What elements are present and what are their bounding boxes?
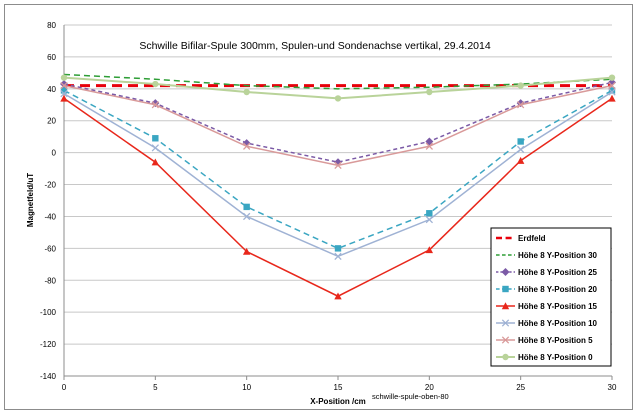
data-point [334, 161, 342, 170]
series-1 [63, 73, 613, 90]
series-5 [60, 88, 616, 261]
chart-title: Schwille Bifilar-Spule 300mm, Spulen-und… [139, 40, 491, 52]
legend: Erdfeld Höhe 8 Y-Position 30 Höhe 8 Y-Posi… [490, 227, 612, 367]
legend-marker [501, 268, 510, 276]
y-tick-label: -120 [40, 340, 57, 349]
legend-label: Höhe 8 Y-Position 15 [518, 302, 598, 311]
data-point [243, 142, 251, 150]
legend-marker [501, 336, 510, 344]
data-point [242, 247, 251, 255]
legend-label: Höhe 8 Y-Position 25 [518, 268, 598, 277]
data-point [608, 88, 616, 96]
y-tick-label: 40 [47, 85, 56, 94]
data-point [243, 203, 250, 211]
data-point [517, 101, 525, 109]
legend-marker [502, 285, 509, 293]
data-point [517, 145, 525, 154]
x-tick-label: 25 [516, 383, 525, 392]
legend-item: Höhe 8 Y-Position 15 [496, 302, 598, 311]
x-tick-label: 20 [425, 383, 434, 392]
series-line [63, 89, 613, 250]
legend-label: Höhe 8 Y-Position 30 [518, 251, 598, 260]
x-axis-title: X-Position /cm [310, 397, 366, 406]
legend-marker [502, 353, 509, 361]
y-tick-label: -140 [40, 372, 57, 381]
legend-item: Höhe 8 Y-Position 25 [496, 268, 598, 277]
data-point [608, 94, 616, 102]
x-tick-label: 0 [62, 383, 67, 392]
data-point [60, 94, 68, 102]
data-point [426, 88, 433, 96]
y-tick-label: -40 [44, 212, 56, 221]
legend-label: Höhe 8 Y-Position 10 [518, 319, 598, 328]
data-point [425, 142, 433, 150]
x-tick-label: 30 [608, 383, 617, 392]
data-point [516, 156, 525, 164]
data-point [243, 88, 250, 96]
data-point [608, 81, 616, 90]
x-tick-label: 15 [334, 383, 343, 392]
y-tick-label: -80 [44, 276, 56, 285]
data-point [334, 292, 342, 300]
series-3 [60, 87, 616, 252]
series-6 [60, 81, 616, 170]
y-tick-label: 60 [47, 53, 56, 62]
y-tick-label: 0 [52, 149, 57, 158]
legend-label: Höhe 8 Y-Position 5 [518, 336, 593, 345]
legend-label: Erdfeld [518, 234, 546, 243]
data-point [243, 212, 251, 221]
legend-label: Höhe 8 Y-Position 20 [518, 285, 598, 294]
annotation-label: schwille-spule-oben-80 [372, 392, 449, 401]
legend-item: Höhe 8 Y-Position 0 [496, 353, 593, 362]
series-line [63, 73, 613, 90]
y-tick-label: -60 [44, 244, 56, 253]
data-point [425, 246, 434, 254]
legend-item: Höhe 8 Y-Position 30 [496, 251, 598, 260]
series-7 [60, 74, 616, 102]
data-point [60, 87, 68, 94]
legend-item: Erdfeld [496, 234, 546, 243]
data-point [152, 135, 159, 142]
data-point [334, 245, 342, 252]
series-4 [60, 94, 616, 300]
data-point [151, 144, 159, 152]
y-tick-label: -100 [40, 308, 57, 317]
legend-box [490, 227, 612, 367]
data-point [517, 138, 524, 145]
data-point [334, 95, 342, 102]
data-point [517, 82, 524, 89]
data-point [151, 101, 159, 109]
data-point [151, 158, 160, 166]
data-point [334, 252, 342, 261]
y-tick-label: 20 [47, 117, 56, 126]
y-axis-title: Magnetfeld/uT [26, 173, 35, 227]
data-point [60, 74, 68, 81]
legend-item: Höhe 8 Y-Position 10 [496, 319, 598, 328]
legend-item: Höhe 8 Y-Position 20 [496, 285, 598, 294]
data-point [60, 89, 68, 98]
y-tick-label: 80 [47, 21, 56, 30]
data-point [608, 74, 616, 81]
y-tick-label: -20 [44, 181, 56, 190]
legend-item: Höhe 8 Y-Position 5 [496, 336, 593, 345]
data-point [608, 87, 616, 94]
series-line [63, 81, 613, 163]
legend-label: Höhe 8 Y-Position 0 [518, 353, 593, 362]
x-tick-label: 5 [153, 383, 158, 392]
data-point [60, 81, 68, 90]
x-tick-label: 10 [242, 383, 251, 392]
data-point [425, 215, 433, 224]
legend-marker [501, 302, 510, 310]
data-point [152, 80, 159, 88]
legend-marker [501, 319, 510, 327]
data-point [426, 210, 433, 217]
